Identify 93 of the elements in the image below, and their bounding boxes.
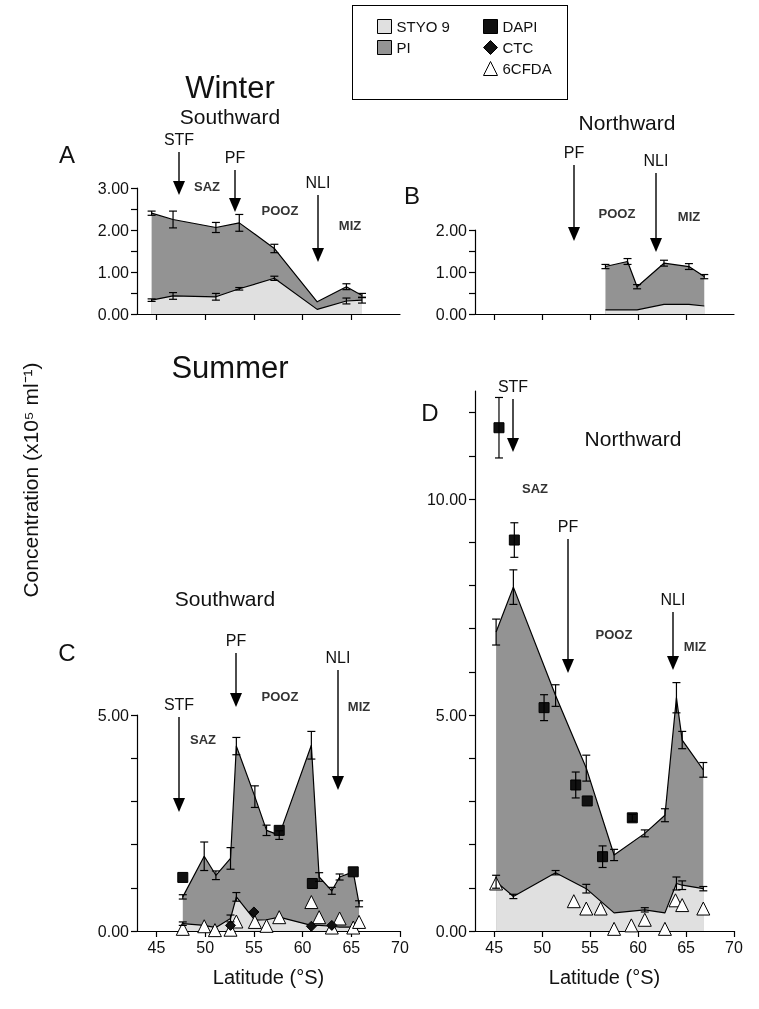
chart-subtitle: Southward [179,105,281,128]
point [675,898,690,913]
point [207,923,222,938]
x-tick-label: 45 [147,938,166,956]
point [579,901,594,916]
annotation: POOZ [261,203,299,218]
x-tick-label: 65 [677,938,696,956]
text: NLI [325,648,351,666]
annotation: MIZ [683,639,707,654]
point [508,534,520,546]
x-tick-label: 70 [725,938,743,956]
annotation: PF [557,517,579,535]
point [581,795,593,807]
legend-label: STYO 9 [396,18,450,35]
y-tick-label: 2.00 [97,221,130,239]
text: D [421,398,439,426]
point [637,912,652,927]
text: STF [163,130,195,148]
text: MIZ [347,699,371,714]
y-tick-label: 2.00 [435,221,468,239]
annotation: SAZ [194,179,221,194]
y-axis-title: Concentration (x10⁵ ml⁻¹) [18,362,42,598]
point [657,921,672,936]
annotation: NLI [305,173,331,191]
point [593,901,608,916]
point [304,895,319,910]
y-tick-label: 1.00 [97,263,130,281]
y-tick-label: 5.00 [97,706,130,724]
chart-title: Summer [171,350,289,385]
x-axis-title: Latitude (°S) [212,966,325,988]
x-axis-title: Latitude (°S) [548,966,661,988]
x-tick-label: 55 [244,938,263,956]
text: B [403,181,421,209]
chart-subtitle: Southward [174,587,276,610]
point [570,779,582,791]
annotation: SAZ [522,481,549,496]
x-tick-label: 55 [581,938,600,956]
point [312,910,327,925]
x-tick-label: 50 [196,938,215,956]
x-tick-label: 45 [485,938,504,956]
point [332,911,347,926]
point [607,921,622,936]
point [326,919,338,931]
chart-subtitle: Northward [578,111,676,134]
x-tick-label: 65 [342,938,361,956]
text: POOZ [598,206,636,221]
y-tick-label: 3.00 [97,179,130,197]
y-tick-label: 0.00 [435,305,468,323]
text: PF [563,143,585,161]
y-tick-label: 0.00 [97,922,130,940]
text: A [58,140,76,168]
annotation: POOZ [595,627,633,642]
y-tick-label: 0.00 [435,922,468,940]
point [347,866,359,878]
y-tick-label: 1.00 [435,263,468,281]
point [177,871,189,883]
legend-label: PI [396,39,411,56]
point [597,851,609,863]
point [175,921,190,936]
text: STF [163,695,195,713]
annotation: STF [497,377,529,395]
x-tick-label: 60 [629,938,648,956]
annotation: NLI [660,590,686,608]
point [247,914,262,929]
text: POOZ [261,689,299,704]
x-tick-label: 50 [533,938,552,956]
y-tick-label: 5.00 [435,706,468,724]
y-tick-label: 10.00 [426,490,468,508]
point [696,901,711,916]
text: NLI [643,151,669,169]
x-tick-label: 70 [391,938,409,956]
point [259,918,274,933]
text: MIZ [677,209,701,224]
text: C [58,638,76,666]
legend-label: CTC [502,39,534,56]
point [248,906,260,918]
legend-label: DAPI [502,18,538,35]
point [272,910,287,925]
annotation: MIZ [338,218,362,233]
point [197,919,212,934]
chart-title: Winter [185,70,275,105]
point [624,918,639,933]
text: PF [225,631,247,649]
text: Northward [584,427,682,450]
y-tick-label: 0.00 [97,305,130,323]
x-tick-label: 60 [293,938,312,956]
point [566,894,581,909]
text: PF [224,148,246,166]
point [305,920,317,932]
point [352,914,367,929]
annotation: SAZ [190,732,217,747]
point [306,877,318,889]
legend-label: 6CFDA [502,60,552,77]
